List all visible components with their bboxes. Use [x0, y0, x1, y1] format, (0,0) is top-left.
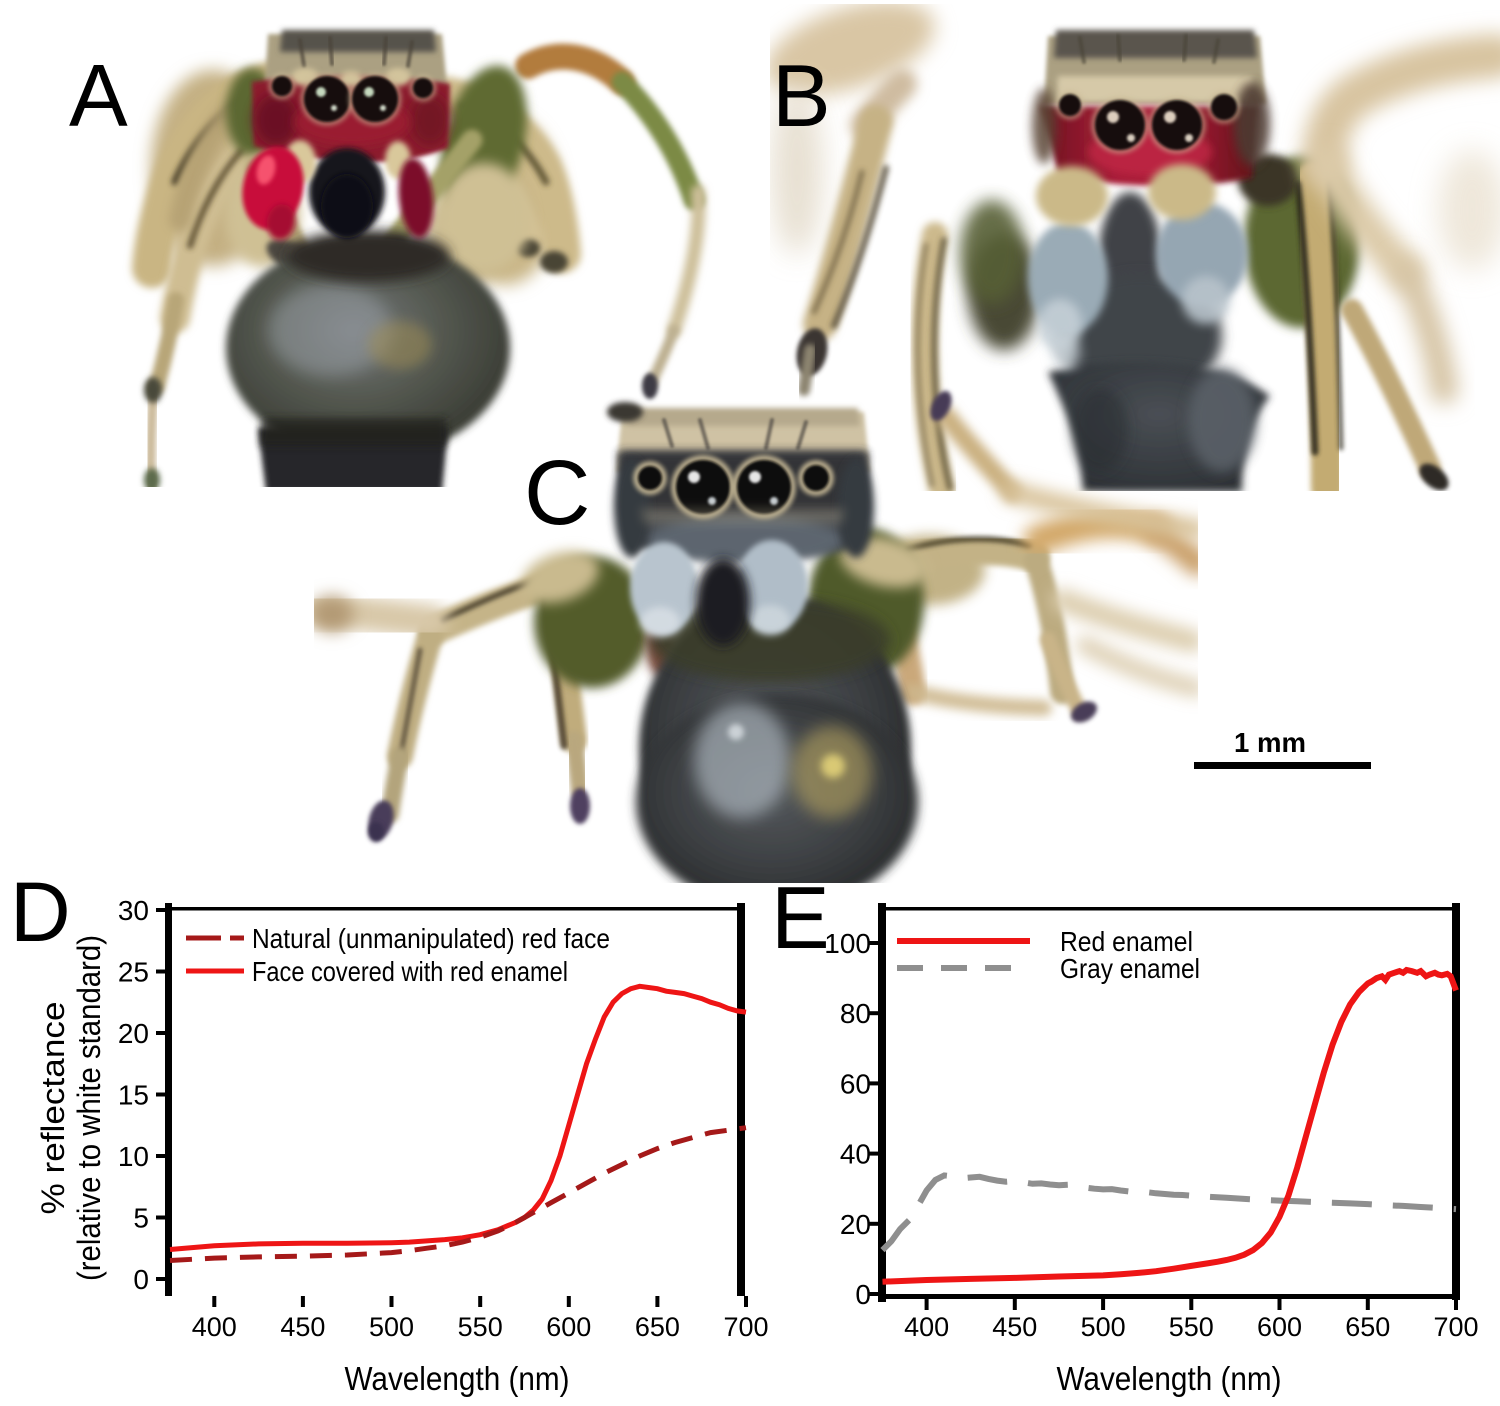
svg-text:5: 5	[133, 1203, 149, 1234]
svg-text:C: C	[524, 442, 590, 544]
svg-text:60: 60	[840, 1068, 871, 1099]
svg-text:400: 400	[192, 1312, 237, 1342]
svg-text:1 mm: 1 mm	[1234, 727, 1306, 758]
svg-text:A: A	[69, 46, 128, 145]
svg-text:Red enamel: Red enamel	[1060, 926, 1193, 957]
svg-text:20: 20	[118, 1018, 149, 1049]
svg-text:B: B	[772, 46, 831, 145]
svg-text:400: 400	[904, 1312, 949, 1342]
svg-text:10: 10	[118, 1141, 149, 1172]
svg-text:30: 30	[118, 895, 149, 926]
svg-text:(relative to white standard): (relative to white standard)	[71, 935, 107, 1281]
svg-text:Gray enamel: Gray enamel	[1060, 953, 1200, 984]
svg-text:550: 550	[1169, 1312, 1214, 1342]
svg-text:650: 650	[1345, 1312, 1390, 1342]
svg-text:20: 20	[840, 1209, 871, 1240]
svg-text:500: 500	[369, 1312, 414, 1342]
svg-text:% reflectance: % reflectance	[35, 1002, 71, 1215]
svg-text:100: 100	[824, 928, 871, 959]
svg-text:0: 0	[133, 1264, 149, 1295]
svg-text:25: 25	[118, 957, 149, 988]
svg-text:Natural (unmanipulated) red fa: Natural (unmanipulated) red face	[252, 923, 610, 954]
svg-text:D: D	[10, 865, 71, 959]
svg-text:450: 450	[280, 1312, 325, 1342]
svg-text:0: 0	[855, 1279, 871, 1310]
svg-text:Face covered with red enamel: Face covered with red enamel	[252, 956, 568, 987]
svg-text:700: 700	[723, 1312, 768, 1342]
svg-text:600: 600	[546, 1312, 591, 1342]
svg-text:500: 500	[1081, 1312, 1126, 1342]
svg-text:550: 550	[458, 1312, 503, 1342]
svg-text:650: 650	[635, 1312, 680, 1342]
svg-text:80: 80	[840, 998, 871, 1029]
svg-text:600: 600	[1257, 1312, 1302, 1342]
svg-text:Wavelength (nm): Wavelength (nm)	[1057, 1360, 1282, 1397]
svg-text:15: 15	[118, 1080, 149, 1111]
svg-text:Wavelength (nm): Wavelength (nm)	[345, 1360, 570, 1397]
svg-text:450: 450	[992, 1312, 1037, 1342]
svg-text:700: 700	[1433, 1312, 1478, 1342]
svg-text:40: 40	[840, 1139, 871, 1170]
svg-text:E: E	[771, 868, 830, 967]
